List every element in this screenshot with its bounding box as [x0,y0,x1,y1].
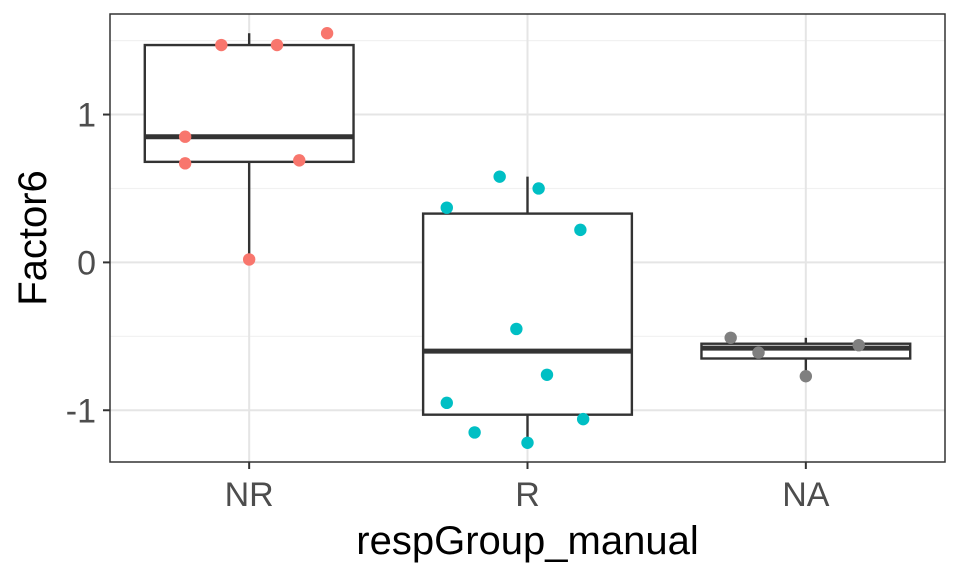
x-tick-label: R [515,476,540,514]
box-body [421,212,634,416]
y-tick-label: -1 [66,392,96,430]
data-point-na [852,338,865,352]
data-point-r [468,426,481,439]
data-point-nr [270,38,284,52]
data-point-r [540,368,554,381]
data-point-r [574,223,587,237]
x-tick-label: NR [225,476,274,514]
data-point-nr [242,253,256,266]
y-axis-title: Factor6 [11,170,55,306]
data-point-r [493,170,506,183]
data-point-r [532,182,545,195]
data-point-r [440,396,453,410]
data-point-na [724,331,737,345]
x-tick-label: NA [782,476,830,514]
data-point-r [510,322,523,336]
data-point-nr [215,38,228,52]
box-body [143,43,355,164]
data-point-r [440,201,453,214]
data-point-nr [320,27,334,40]
y-tick-label: 0 [77,244,96,282]
y-tick-label: 1 [77,97,96,135]
data-point-nr [293,154,306,167]
box-r [421,176,634,443]
box-nr [143,33,355,260]
axes: -1 0 1 NR R NA [66,97,830,514]
data-point-na [752,346,765,359]
data-points [178,27,865,449]
data-point-nr [178,157,192,170]
data-point-nr [178,130,192,143]
data-point-r [521,436,534,449]
data-point-r [576,412,590,426]
boxes [143,33,912,443]
x-axis-title: respGroup_manual [356,519,698,563]
data-point-na [799,370,813,383]
